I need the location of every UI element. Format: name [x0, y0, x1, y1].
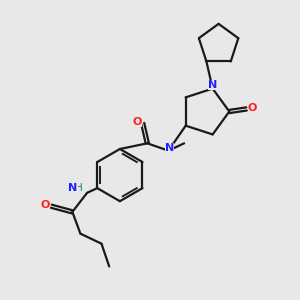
Text: N: N	[165, 143, 174, 153]
Text: N: N	[68, 183, 78, 193]
Text: O: O	[248, 103, 257, 113]
Text: O: O	[133, 117, 142, 127]
Text: N: N	[208, 80, 217, 90]
Text: O: O	[41, 200, 50, 209]
Text: H: H	[75, 183, 83, 193]
